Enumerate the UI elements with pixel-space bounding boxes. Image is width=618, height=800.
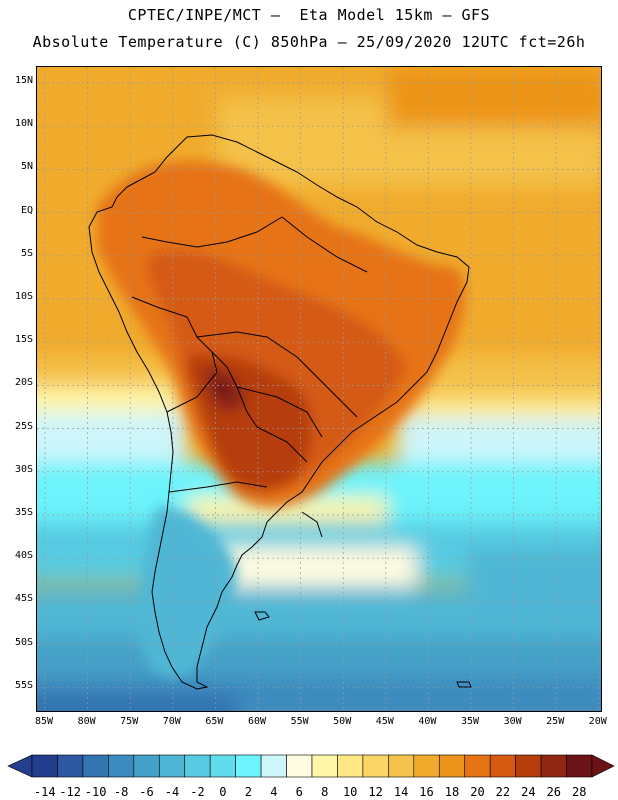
title-variable: Absolute Temperature (C) 850hPa – 25/09/… bbox=[32, 33, 586, 51]
colorbar-label: -8 bbox=[113, 785, 129, 799]
colorbar-label: 18 bbox=[444, 785, 460, 799]
lat-lon-grid bbox=[37, 67, 601, 711]
colorbar-swatch bbox=[438, 754, 466, 778]
lat-label: 40S bbox=[14, 550, 33, 562]
colorbar-label: -4 bbox=[164, 785, 180, 799]
colorbar-label: 12 bbox=[368, 785, 383, 799]
colorbar-swatch bbox=[82, 754, 109, 778]
colorbar-label: -12 bbox=[59, 785, 82, 799]
colorbar-label: 2 bbox=[244, 785, 252, 799]
lat-label: 5N bbox=[20, 161, 33, 173]
colorbar-label: -2 bbox=[190, 785, 205, 799]
lat-label: 15S bbox=[14, 334, 33, 346]
colorbar-label: -14 bbox=[33, 785, 56, 799]
colorbar-label: 28 bbox=[572, 785, 587, 799]
lat-label: 10N bbox=[14, 118, 33, 130]
temperature-map bbox=[37, 67, 601, 711]
colorbar-swatch bbox=[184, 754, 211, 778]
lat-label: 15N bbox=[14, 75, 33, 86]
colorbar-label: 24 bbox=[521, 785, 536, 799]
colorbar-label: 8 bbox=[321, 785, 329, 799]
lon-label: 25W bbox=[546, 716, 565, 727]
lat-label: EQ bbox=[20, 204, 33, 216]
lon-label: 55W bbox=[290, 716, 309, 727]
colorbar-svg bbox=[7, 754, 615, 778]
colorbar-swatch bbox=[209, 754, 236, 778]
lon-label: 70W bbox=[162, 716, 181, 727]
colorbar-label: -6 bbox=[139, 785, 154, 799]
lon-label: 45W bbox=[375, 716, 394, 727]
lon-label: 85W bbox=[34, 716, 54, 727]
lat-label: 5S bbox=[20, 247, 33, 259]
lon-label: 20W bbox=[588, 716, 607, 727]
lon-label: 30W bbox=[503, 716, 522, 727]
lat-label: 10S bbox=[14, 291, 33, 302]
colorbar-swatch bbox=[158, 754, 186, 778]
lon-label: 80W bbox=[77, 716, 96, 727]
colorbar-swatch bbox=[311, 754, 338, 778]
colorbar-swatch bbox=[286, 754, 313, 778]
colorbar-swatch bbox=[388, 754, 415, 778]
colorbar-swatch bbox=[260, 754, 287, 778]
colorbar-label: 4 bbox=[270, 785, 278, 799]
lon-label: 60W bbox=[247, 716, 267, 727]
colorbar-swatch bbox=[515, 754, 542, 778]
lat-label: 45S bbox=[14, 593, 33, 605]
colorbar-label: 26 bbox=[546, 785, 562, 799]
lat-label: 30S bbox=[14, 463, 33, 475]
lat-label: 35S bbox=[14, 507, 33, 518]
colorbar-swatch bbox=[489, 754, 516, 778]
colorbar-swatch bbox=[464, 754, 491, 778]
lon-label: 75W bbox=[120, 716, 139, 727]
lon-label: 35W bbox=[460, 716, 480, 727]
colorbar-label: 14 bbox=[393, 785, 409, 799]
colorbar-label: 16 bbox=[419, 785, 434, 799]
colorbar-label: 6 bbox=[295, 785, 303, 799]
colorbar-swatch bbox=[133, 754, 160, 778]
colorbar-swatch bbox=[57, 754, 84, 778]
colorbar-label: 0 bbox=[219, 785, 227, 799]
map-area[interactable] bbox=[36, 66, 602, 712]
colorbar-swatch bbox=[566, 754, 593, 778]
colorbar-low-arrow bbox=[7, 754, 33, 778]
colorbar-label: -10 bbox=[84, 785, 107, 799]
colorbar-swatch bbox=[108, 754, 135, 778]
lat-label: 20S bbox=[14, 377, 33, 389]
colorbar-swatch bbox=[413, 754, 440, 778]
coastline bbox=[88, 134, 472, 690]
colorbar-label: 10 bbox=[342, 785, 358, 799]
lat-label: 25S bbox=[14, 420, 33, 432]
colorbar-swatch bbox=[540, 754, 567, 778]
colorbar-swatch bbox=[31, 754, 58, 778]
lat-label: 55S bbox=[14, 679, 33, 691]
colorbar bbox=[0, 745, 618, 800]
colorbar-high-arrow bbox=[591, 754, 615, 778]
colorbar-swatch bbox=[362, 754, 389, 778]
lon-label: 40W bbox=[418, 716, 437, 727]
lat-label: 50S bbox=[14, 636, 33, 648]
lon-label: 50W bbox=[333, 716, 352, 727]
title-model: CPTEC/INPE/MCT – Eta Model 15km – GFS bbox=[127, 6, 491, 24]
colorbar-label: 22 bbox=[495, 785, 511, 799]
lon-label: 65W bbox=[205, 716, 224, 727]
colorbar-swatch bbox=[235, 754, 262, 778]
colorbar-label: 20 bbox=[470, 785, 485, 799]
colorbar-swatch bbox=[337, 754, 364, 778]
